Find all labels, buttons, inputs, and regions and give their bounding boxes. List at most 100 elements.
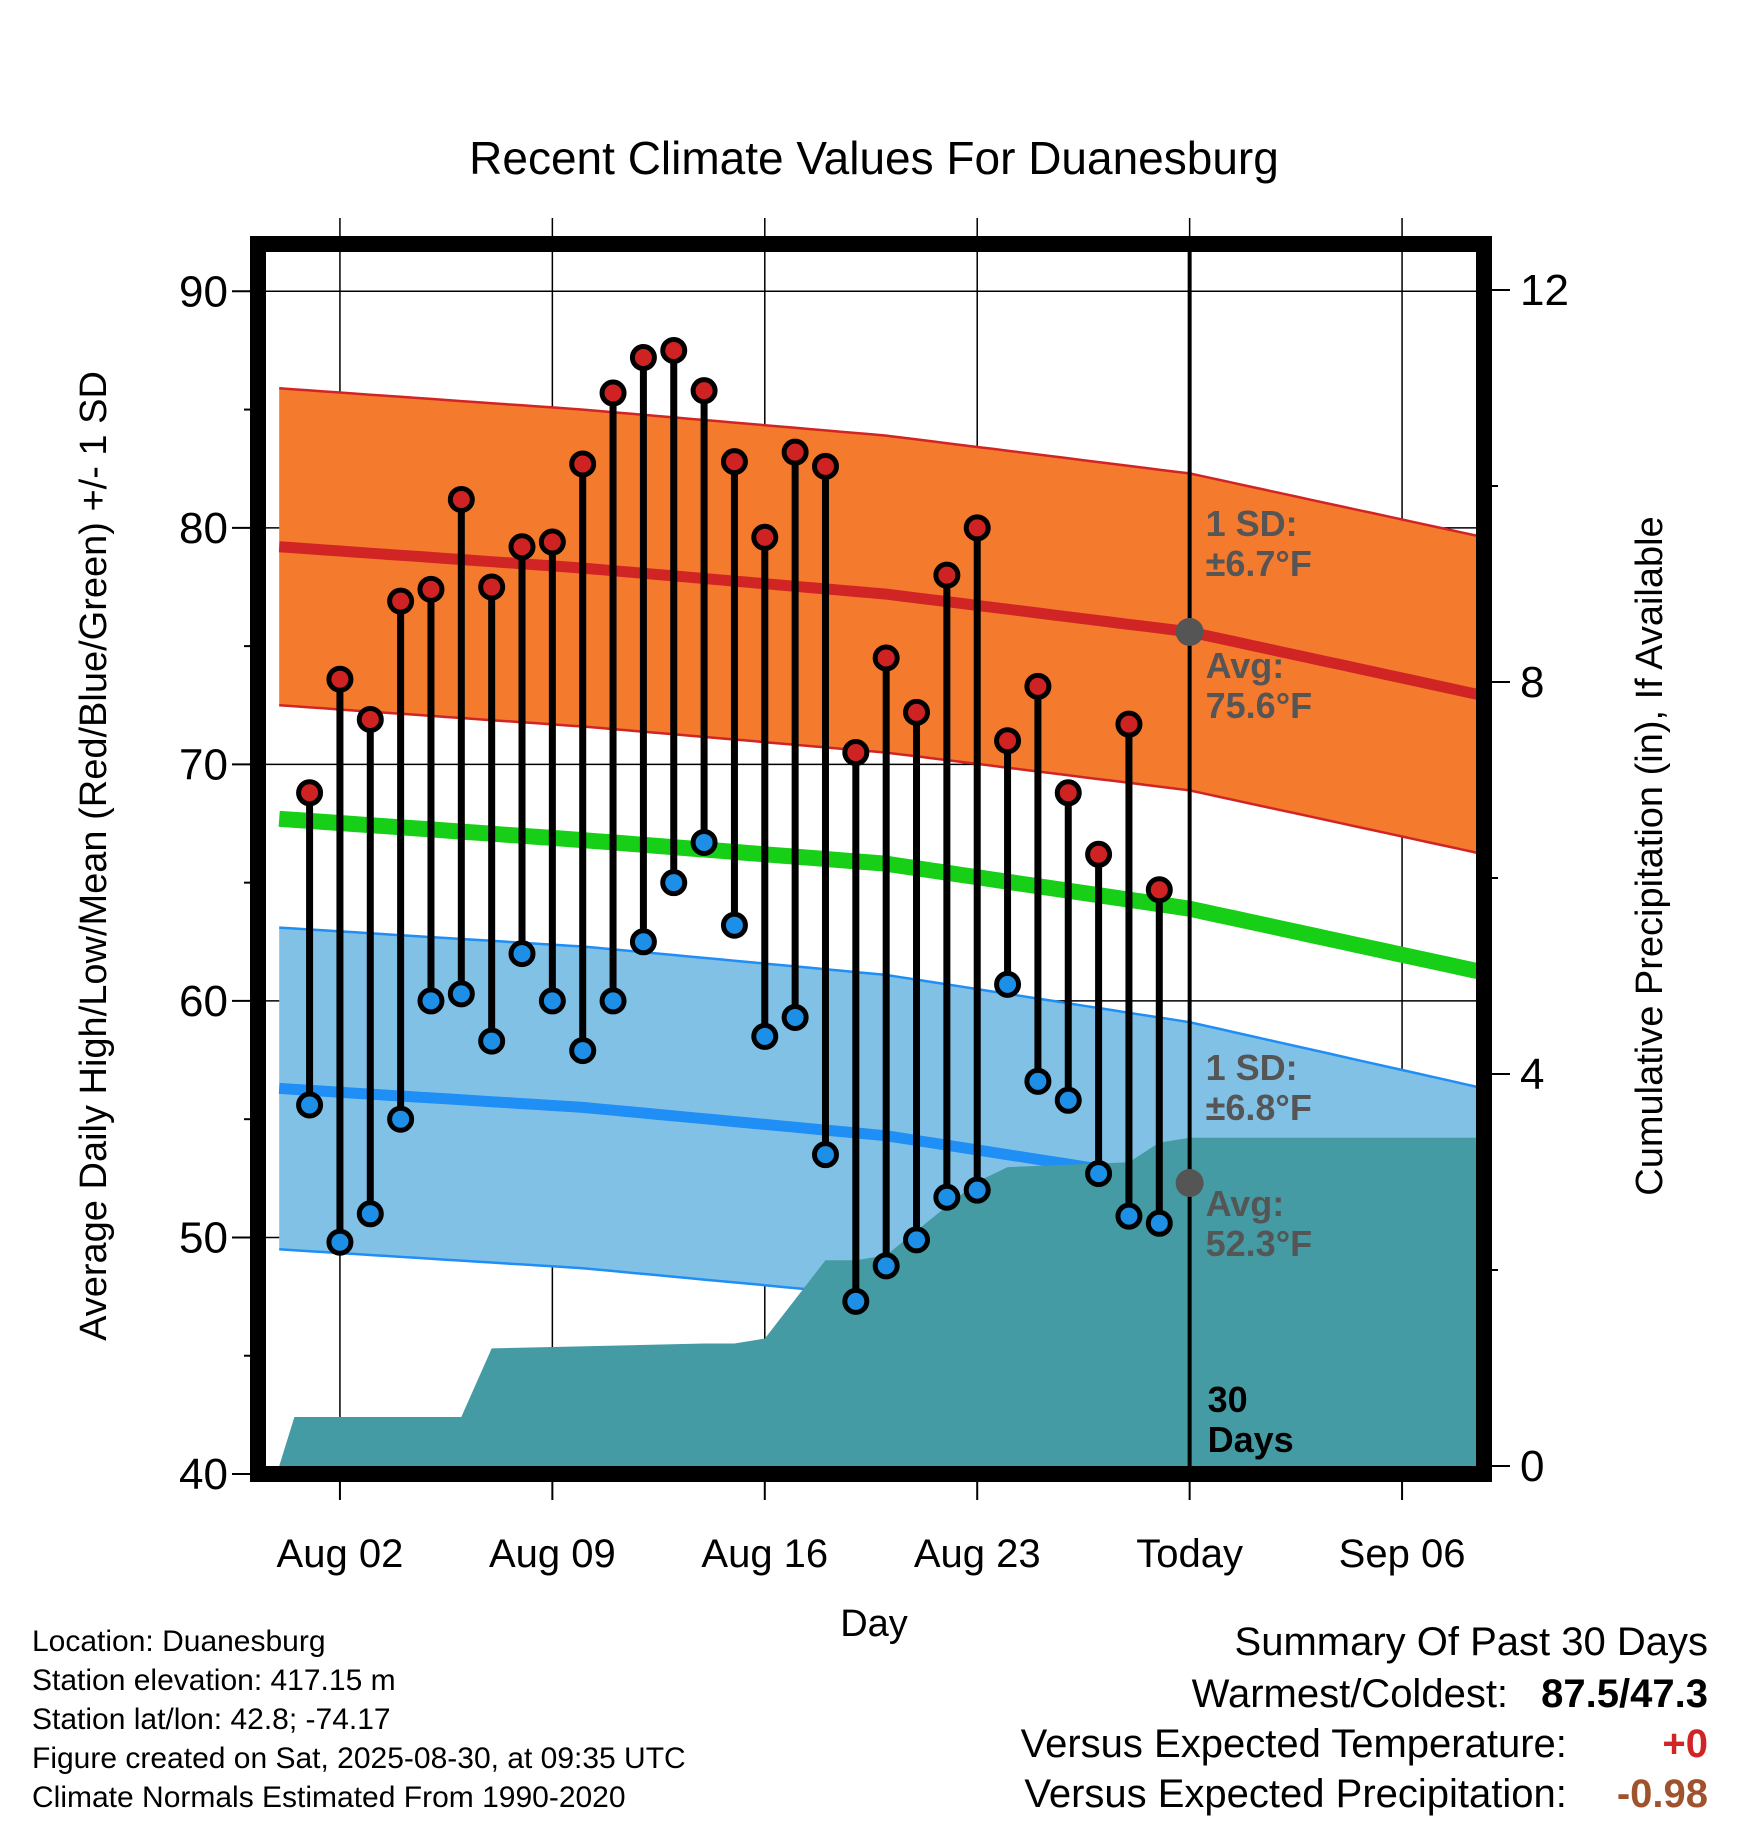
window-annotation-line: Days	[1208, 1419, 1294, 1460]
low-point	[994, 970, 1022, 998]
high-point	[296, 779, 324, 807]
low-point	[1145, 1209, 1173, 1237]
high-point	[417, 575, 445, 603]
low-point	[1024, 1067, 1052, 1095]
y2-tick-label: 4	[1520, 1050, 1544, 1099]
high-point	[690, 377, 718, 405]
warm-cold-label: Warmest/Coldest:	[1191, 1672, 1509, 1716]
x-tick-label: Aug 23	[914, 1532, 1041, 1576]
high-sd-annotation-line: ±6.7°F	[1206, 543, 1312, 584]
high-point	[903, 698, 931, 726]
today-low-marker	[1175, 1169, 1204, 1198]
warm-cold-value: 87.5/47.3	[1541, 1672, 1708, 1716]
high-point	[538, 528, 566, 556]
high-point	[326, 665, 354, 693]
high-point	[963, 514, 991, 542]
location-text: Location: Duanesburg	[32, 1625, 326, 1658]
normal-mean-line	[278, 810, 1480, 980]
low-point	[478, 1027, 506, 1055]
plot-frame	[250, 236, 1492, 1482]
temp-label: Versus Expected Temperature:	[1020, 1722, 1567, 1766]
high-point	[1054, 779, 1082, 807]
summary-title: Summary Of Past 30 Days	[1234, 1620, 1708, 1664]
y-axis-label: Average Daily High/Low/Mean (Red/Blue/Gr…	[73, 371, 115, 1341]
y2-tick-label: 0	[1520, 1442, 1544, 1491]
high-point	[1085, 840, 1113, 868]
high-sd-annotation: 1 SD: ±6.7°F	[1206, 503, 1312, 584]
high-point	[933, 561, 961, 589]
high-avg-annotation: Avg: 75.6°F	[1206, 645, 1312, 726]
y-tick-label: 70	[179, 740, 228, 789]
low-point	[1085, 1160, 1113, 1188]
low-sd-annotation: 1 SD: ±6.8°F	[1206, 1047, 1312, 1128]
high-point	[508, 533, 536, 561]
high-point	[994, 727, 1022, 755]
high-point	[599, 379, 627, 407]
low-point	[417, 987, 445, 1015]
high-point	[1145, 876, 1173, 904]
high-point	[1024, 672, 1052, 700]
high-point	[751, 523, 779, 551]
high-sd-band	[279, 388, 1478, 853]
high-point	[811, 452, 839, 480]
x-axis-label: Day	[840, 1603, 908, 1645]
low-avg-annotation: Avg: 52.3°F	[1206, 1183, 1312, 1264]
x-tick-label: Aug 02	[277, 1532, 404, 1576]
y-tick-label: 50	[179, 1213, 228, 1262]
chart-title: Recent Climate Values For Duanesburg	[469, 132, 1279, 184]
warm-cold-row: Warmest/Coldest: 87.5/47.3	[1192, 1672, 1708, 1717]
normal-high-line	[278, 541, 1480, 700]
today-high-marker	[1175, 617, 1204, 646]
low-point	[629, 928, 657, 956]
precip-area	[279, 1137, 1484, 1474]
y-tick-label: 40	[179, 1450, 228, 1499]
high-point	[478, 573, 506, 601]
normals-text: Climate Normals Estimated From 1990-2020	[32, 1781, 626, 1814]
y-tick-label: 80	[179, 504, 228, 553]
low-point	[781, 1003, 809, 1031]
x-tick-label: Sep 06	[1339, 1532, 1466, 1576]
low-point	[569, 1037, 597, 1065]
high-avg-annotation-line: Avg:	[1206, 645, 1285, 686]
x-tick-label: Aug 16	[701, 1532, 828, 1576]
low-point	[751, 1022, 779, 1050]
y-tick-label: 60	[179, 977, 228, 1026]
high-point	[356, 705, 384, 733]
high-point	[781, 438, 809, 466]
high-point	[387, 587, 415, 615]
low-point	[356, 1200, 384, 1228]
y2-tick-label: 8	[1520, 658, 1544, 707]
y-tick-label: 90	[179, 267, 228, 316]
low-sd-annotation-line: 1 SD:	[1206, 1047, 1298, 1088]
window-annotation: 30 Days	[1208, 1379, 1294, 1460]
temp-row: Versus Expected Temperature: +0	[1021, 1722, 1708, 1767]
low-point	[538, 987, 566, 1015]
high-sd-lower-line	[279, 704, 1479, 855]
high-avg-annotation-line: 75.6°F	[1206, 685, 1312, 726]
high-point	[569, 450, 597, 478]
low-point	[387, 1105, 415, 1133]
y2-tick-label: 12	[1520, 266, 1569, 315]
precip-value: -0.98	[1616, 1772, 1708, 1816]
high-point	[447, 485, 475, 513]
y2-axis-label: Cumulative Precipitation (in), If Availa…	[1629, 516, 1671, 1195]
low-point	[1054, 1086, 1082, 1114]
window-annotation-line: 30	[1208, 1379, 1248, 1420]
x-tick-label: Today	[1136, 1532, 1243, 1576]
low-sd-upper-line	[279, 926, 1479, 1089]
precip-label: Versus Expected Precipitation:	[1024, 1772, 1567, 1816]
high-sd-upper-line	[279, 387, 1479, 538]
low-point	[903, 1226, 931, 1254]
low-point	[660, 869, 688, 897]
low-point	[296, 1091, 324, 1119]
high-sd-annotation-line: 1 SD:	[1206, 503, 1298, 544]
low-point	[720, 911, 748, 939]
high-point	[629, 344, 657, 372]
high-point	[720, 448, 748, 476]
low-point	[811, 1141, 839, 1169]
high-point	[1115, 710, 1143, 738]
latlon-text: Station lat/lon: 42.8; -74.17	[32, 1703, 391, 1736]
low-point	[1115, 1202, 1143, 1230]
